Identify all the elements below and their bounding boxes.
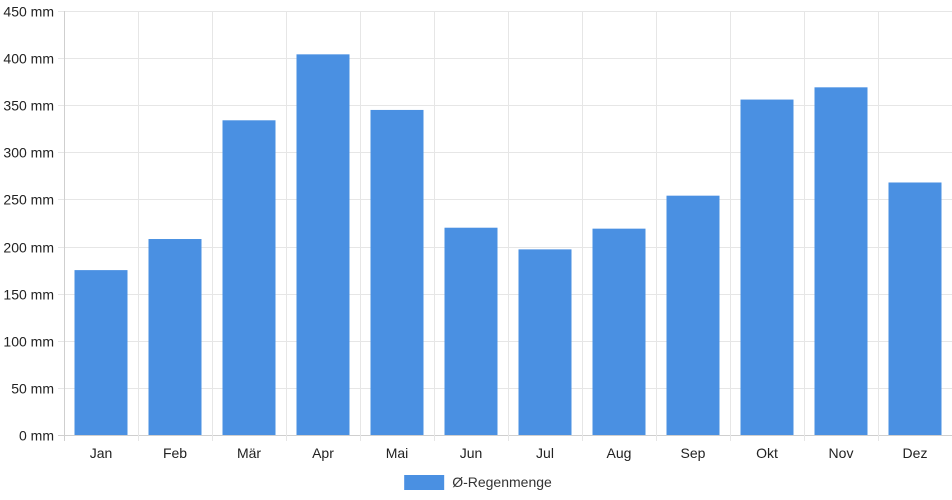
x-tick-label: Aug <box>607 445 632 461</box>
y-tick-label: 300 mm <box>3 145 54 161</box>
x-tick-label: Okt <box>756 445 778 461</box>
bar-Feb[interactable] <box>148 239 202 435</box>
bar-Jul[interactable] <box>518 249 572 435</box>
bar-Okt[interactable] <box>740 99 794 436</box>
legend-label: Ø-Regenmenge <box>452 474 552 490</box>
bar-Apr[interactable] <box>296 54 350 435</box>
bar-Aug[interactable] <box>592 228 646 435</box>
x-tick-label: Feb <box>163 445 187 461</box>
x-tick-label: Apr <box>312 445 334 461</box>
y-tick-label: 50 mm <box>11 381 54 397</box>
y-tick-label: 250 mm <box>3 192 54 208</box>
y-tick-label: 100 mm <box>3 334 54 350</box>
y-tick-label: 350 mm <box>3 98 54 114</box>
bar-Sep[interactable] <box>666 195 720 435</box>
bar-Jan[interactable] <box>74 270 128 435</box>
x-tick-label: Dez <box>903 445 928 461</box>
x-tick-label: Jan <box>90 445 113 461</box>
y-tick-label: 200 mm <box>3 240 54 256</box>
bar-Mär[interactable] <box>222 120 276 435</box>
bar-Mai[interactable] <box>370 109 424 435</box>
x-tick-label: Mai <box>386 445 409 461</box>
x-tick-label: Mär <box>237 445 261 461</box>
legend-swatch[interactable] <box>404 475 445 490</box>
bar-Dez[interactable] <box>888 182 942 435</box>
legend[interactable]: Ø-Regenmenge <box>404 474 552 490</box>
x-tick-label: Sep <box>681 445 706 461</box>
bar-Jun[interactable] <box>444 227 498 435</box>
x-tick-label: Jun <box>460 445 483 461</box>
bars <box>74 54 942 436</box>
y-tick-label: 450 mm <box>3 4 54 20</box>
y-tick-label: 400 mm <box>3 51 54 67</box>
x-tick-label: Nov <box>829 445 854 461</box>
y-tick-label: 0 mm <box>19 428 54 444</box>
axes: 0 mm 50 mm 100 mm 150 mm 200 mm 250 mm 300 mm 3… <box>3 4 927 462</box>
bar-Nov[interactable] <box>814 87 868 435</box>
y-tick-label: 150 mm <box>3 287 54 303</box>
gridlines <box>58 11 952 441</box>
x-tick-label: Jul <box>536 445 554 461</box>
